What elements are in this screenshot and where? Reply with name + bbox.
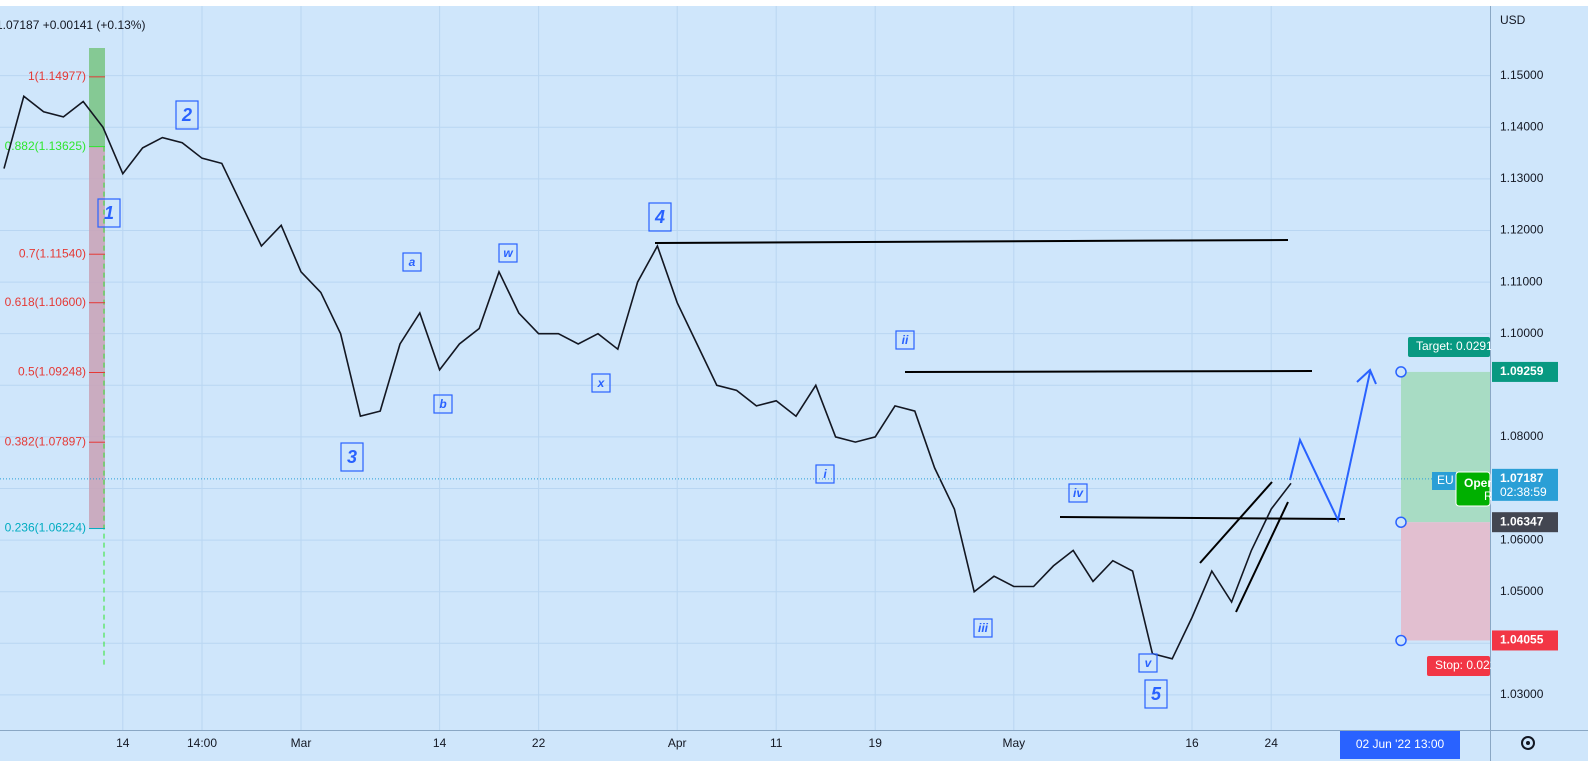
time-axis [0,731,1588,761]
fib-zone-down [89,146,105,529]
handle [1395,516,1407,528]
fib-label: 0.5(1.09248) [18,365,86,379]
wave-label: 4 [654,207,665,227]
wave-label: ii [902,333,909,347]
wave-label: 1 [104,203,114,223]
y-tick-label: 1.11000 [1500,274,1543,288]
wave-box [402,252,422,272]
stop-zone [1401,522,1490,641]
x-tick-label: Apr [668,736,687,750]
y-tick-label: 1.05000 [1500,584,1544,598]
wave-label: v [1145,656,1153,670]
x-tick-label: 16 [1185,736,1199,750]
wave-box [895,330,915,350]
y-tick-label: 1.06000 [1500,532,1544,546]
wave-box [815,464,835,484]
order-badge-text: Open [1464,476,1495,490]
y-tick-label: 1.10000 [1500,326,1544,340]
price-tag-label: 1.04055 [1500,633,1544,647]
wave-box [175,100,199,130]
wave-box [97,198,121,228]
target-label: Target: 0.0291 [1416,339,1493,353]
wave-label: i [823,467,827,481]
wave-label: a [409,255,416,269]
x-tick-label: 14 [116,736,130,750]
price-tag [1492,468,1558,501]
projection [1289,368,1377,524]
x-tick-label: 14:00 [187,736,217,750]
wave-label: w [503,246,513,260]
x-tick-label: 22 [532,736,546,750]
price-tag [1492,512,1558,533]
x-tick-label: Mar [291,736,312,750]
fib-label: 0.7(1.11540) [19,246,86,260]
wave-box [591,373,611,393]
layer: 1.030001.040001.050001.060001.070001.080… [0,6,1588,750]
symbol-tag [1432,472,1456,490]
fib-label: 0.382(1.07897) [5,434,86,448]
fib-label: 1(1.14977) [28,69,86,83]
wave-label: iii [978,621,989,635]
x-tick-label: 11 [770,736,783,750]
symbol-tag-text: EU [1437,473,1454,487]
fib-label: 0.618(1.10600) [5,295,86,309]
x-tick-label: 14 [433,736,447,750]
currency: USD [1500,13,1526,27]
wave-label: 3 [347,447,357,467]
price-tag-label: 1.06347 [1500,514,1544,528]
trend-line [1059,516,1346,520]
y-tick-label: 1.15000 [1500,68,1544,82]
wave-box [498,243,518,263]
trend-line [654,239,1289,244]
wave-box [340,442,364,472]
plot-area [0,6,1490,730]
x-tick-label: 19 [869,736,883,750]
wave-label: x [597,376,606,390]
y-tick-label: 1.12000 [1500,223,1544,237]
countdown: 02:38:59 [1500,485,1547,499]
fib-zone-up [89,48,105,147]
crosshair-date: 02 Jun '22 13:00 [1356,737,1445,751]
gear[interactable] [1521,736,1535,750]
wave-box [1138,653,1158,673]
crosshair-date-box [1340,731,1460,759]
handle [1395,634,1407,647]
price-tag [1492,361,1558,382]
wave-label: b [439,397,446,411]
quote: 1.07187 +0.00141 (+0.13%) [0,18,145,32]
price-line [3,94,1292,660]
trend-line [1235,501,1289,613]
y-tick-label: 1.14000 [1500,119,1544,133]
wave-label: iv [1073,486,1084,500]
trend-line [1199,481,1273,564]
handle [1395,366,1407,378]
wave-box [433,394,453,414]
y-tick-label: 1.13000 [1500,171,1544,185]
wave-label: 2 [181,105,192,125]
order-badge [1455,471,1491,507]
y-tick-label: 1.08000 [1500,429,1544,443]
trend-line [904,370,1313,373]
stop-label: Stop: 0.0229 [1435,658,1503,672]
target-badge [1408,337,1490,357]
price-tag-label: 1.09259 [1500,364,1544,378]
x-tick-label: 24 [1265,736,1279,750]
price-tag [1492,630,1558,651]
wave-box [1068,483,1088,503]
fib-label: 0.236(1.06224) [5,521,86,535]
gear-center[interactable] [1526,741,1530,745]
wave-box [1144,679,1168,709]
x-tick-label: May [1002,736,1025,750]
wave-box [648,202,672,232]
y-tick-label: 1.03000 [1500,687,1544,701]
order-badge-sub: R [1484,489,1493,503]
price-tag-label: 1.07187 [1500,471,1544,485]
settings-icon[interactable] [1521,736,1535,750]
stop-badge [1427,656,1490,676]
wave-box [973,618,993,638]
wave-label: 5 [1151,684,1162,704]
fib-label: 0.882(1.13625) [5,139,86,153]
